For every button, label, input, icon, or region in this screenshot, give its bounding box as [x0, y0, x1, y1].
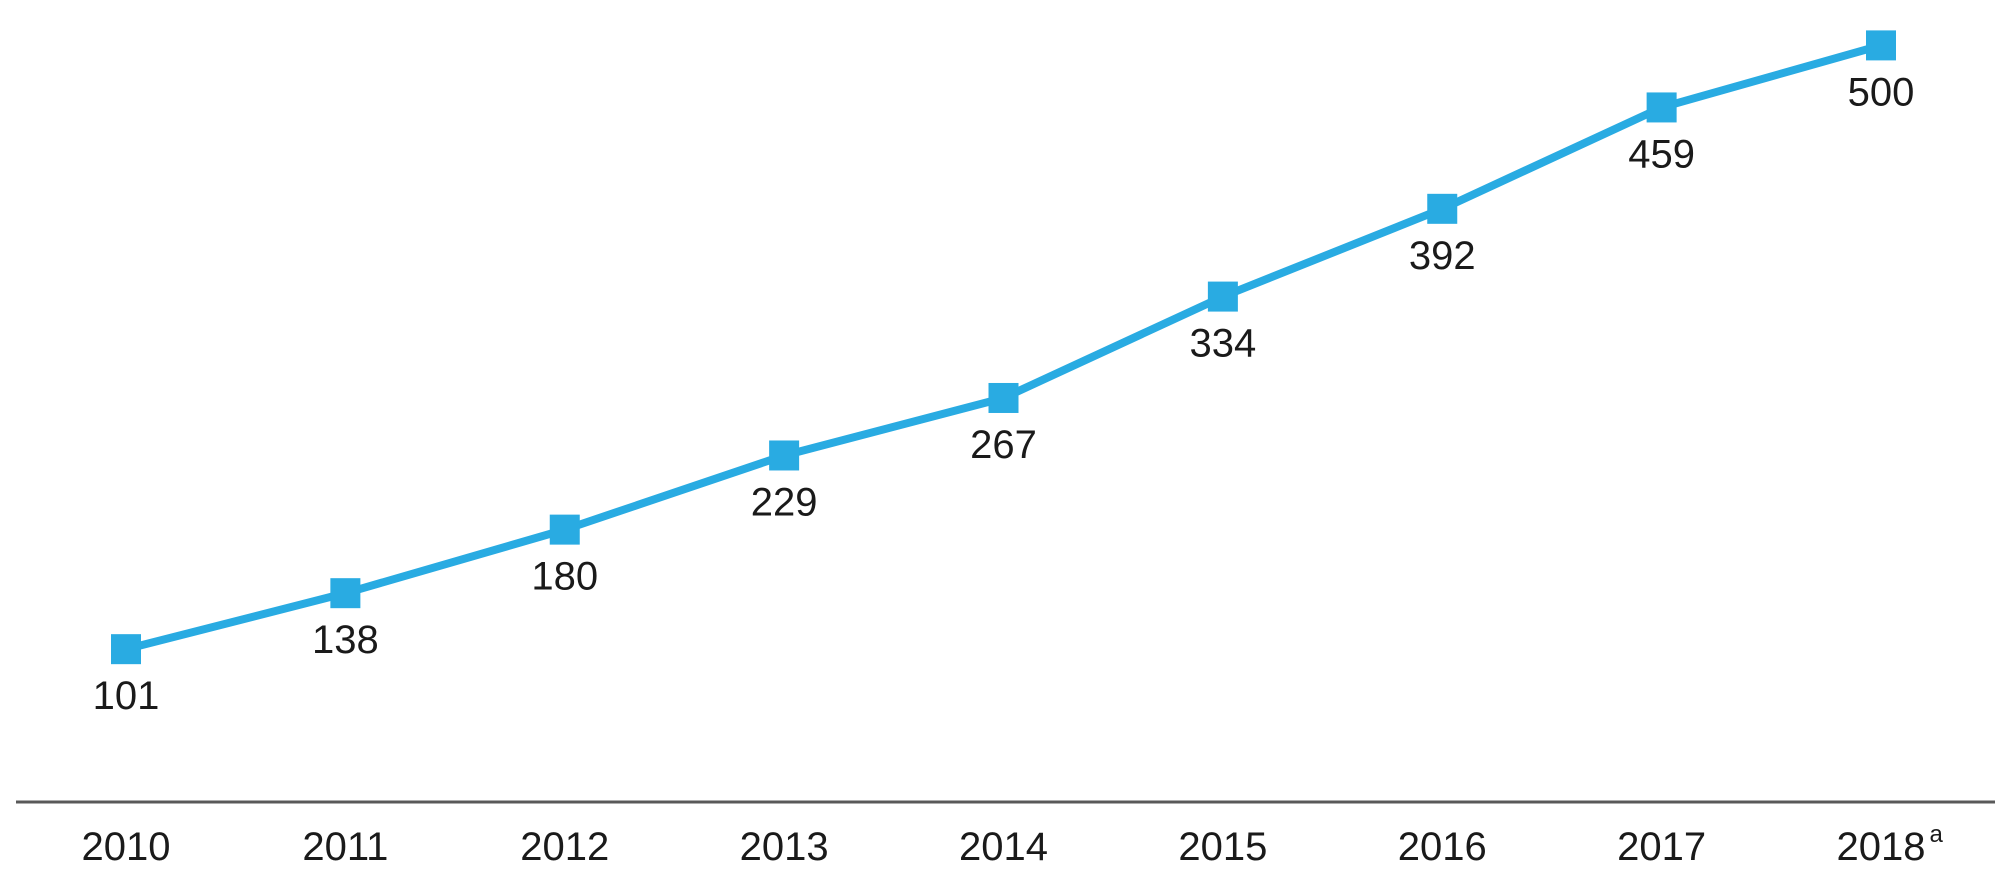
- x-tick-superscript-2018: a: [1929, 821, 1943, 848]
- x-tick-2011: 2011: [302, 825, 388, 869]
- x-tick-2017: 2017: [1617, 825, 1706, 869]
- data-label-2012: 180: [531, 555, 598, 599]
- data-label-2014: 267: [970, 423, 1037, 467]
- x-tick-2018: 2018: [1837, 825, 1926, 869]
- marker-2014: [988, 382, 1019, 413]
- x-tick-labels: 2010 2011 2012 2013 2014 2015 2016 2017 2018 a: [82, 821, 1944, 869]
- data-labels: 101 138 180 229 267 334 392 459 500: [93, 70, 1915, 718]
- data-label-2017: 459: [1628, 132, 1695, 176]
- x-tick-2016: 2016: [1398, 825, 1487, 869]
- x-tick-2013: 2013: [740, 825, 829, 869]
- marker-2010: [111, 634, 141, 665]
- marker-2013: [769, 440, 800, 471]
- marker-2015: [1207, 281, 1238, 312]
- x-tick-2010: 2010: [82, 825, 171, 869]
- data-label-2013: 229: [751, 480, 818, 524]
- series-markers: [111, 30, 1896, 665]
- data-label-2015: 334: [1190, 322, 1257, 366]
- marker-2012: [549, 514, 580, 545]
- marker-2018: [1866, 30, 1896, 61]
- data-label-2010: 101: [93, 674, 160, 718]
- x-tick-2012: 2012: [520, 825, 609, 869]
- marker-2017: [1646, 92, 1677, 123]
- x-tick-2014: 2014: [959, 825, 1048, 869]
- marker-2016: [1427, 193, 1458, 224]
- series-line: [122, 41, 1885, 654]
- x-tick-2015: 2015: [1178, 825, 1267, 869]
- data-label-2018: 500: [1848, 70, 1915, 114]
- data-label-2011: 138: [312, 618, 379, 662]
- marker-2011: [330, 578, 361, 609]
- data-label-2016: 392: [1409, 234, 1476, 278]
